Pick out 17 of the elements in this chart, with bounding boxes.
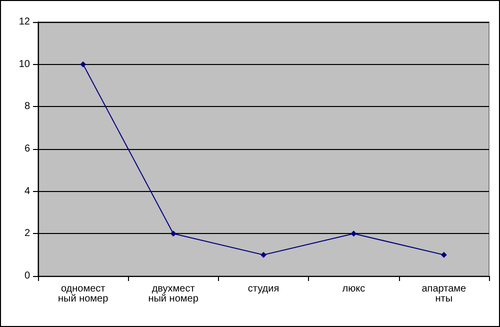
y-tick-label: 0 xyxy=(24,270,30,282)
x-tick-label: двухместный номер xyxy=(148,284,199,304)
x-tick-label: одноместный номер xyxy=(58,284,109,304)
x-tick-label: апартаменты xyxy=(422,284,467,304)
y-tick-label: 2 xyxy=(24,228,30,240)
y-tick-label: 10 xyxy=(18,58,30,70)
point xyxy=(440,252,447,258)
y-tick-label: 12 xyxy=(18,16,30,28)
point xyxy=(350,230,357,237)
point xyxy=(80,61,86,68)
y-tick-label: 6 xyxy=(24,144,30,154)
point xyxy=(260,252,266,258)
x-tick-label: студия xyxy=(248,284,280,294)
point xyxy=(170,230,176,237)
y-tick-label: 8 xyxy=(24,101,30,112)
x-tick-label: люкс xyxy=(342,284,366,294)
y-tick-label: 4 xyxy=(24,186,30,197)
